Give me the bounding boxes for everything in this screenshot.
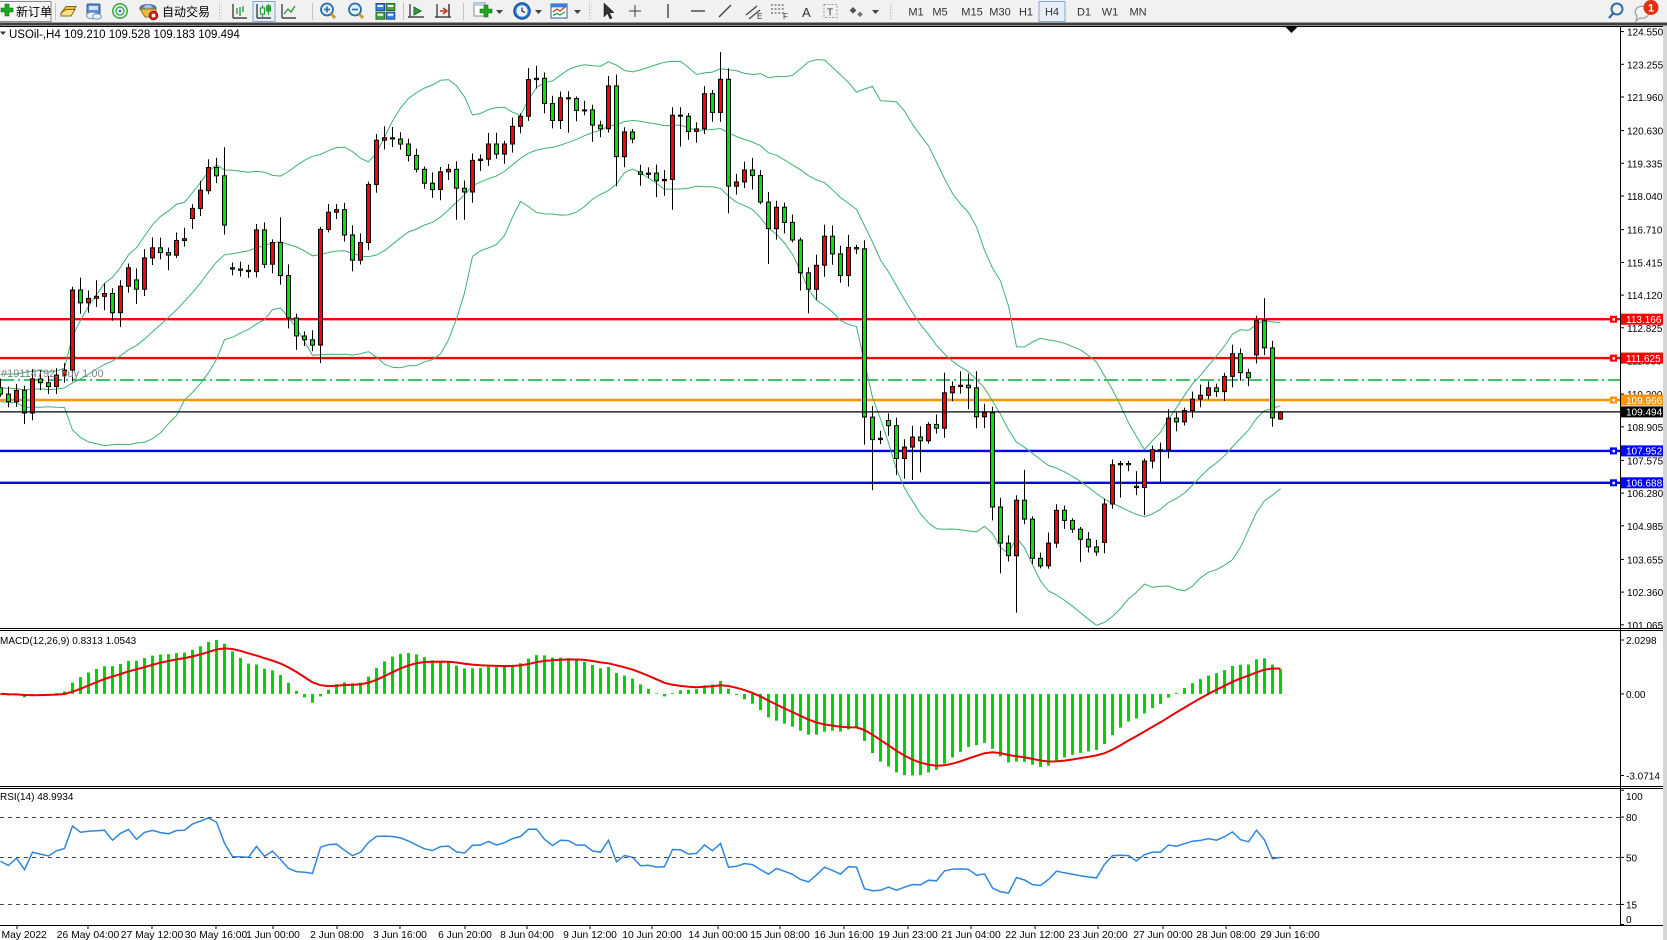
svg-text:M30: M30 [989, 7, 1010, 19]
svg-text:M1: M1 [908, 7, 923, 19]
svg-text:USOil-,H4 109.210 109.528 109: USOil-,H4 109.210 109.528 109.183 109.49… [9, 29, 240, 41]
svg-text:101.065: 101.065 [1627, 621, 1664, 632]
svg-text:8 Jun 04:00: 8 Jun 04:00 [500, 930, 554, 940]
svg-text:RSI(14) 48.9934: RSI(14) 48.9934 [0, 792, 74, 803]
svg-text:D1: D1 [1077, 7, 1091, 19]
svg-text:106.688: 106.688 [1626, 479, 1663, 490]
svg-text:119.335: 119.335 [1627, 159, 1663, 170]
svg-text:0.00: 0.00 [1626, 690, 1646, 701]
svg-text:3 Jun 16:00: 3 Jun 16:00 [373, 930, 427, 940]
svg-text:103.655: 103.655 [1627, 555, 1664, 566]
svg-text:-3.0714: -3.0714 [1626, 772, 1660, 783]
svg-text:111.625: 111.625 [1626, 354, 1661, 365]
svg-text:108.905: 108.905 [1627, 423, 1664, 434]
svg-text:25 May 2022: 25 May 2022 [0, 930, 47, 940]
svg-text:21 Jun 04:00: 21 Jun 04:00 [941, 930, 1001, 940]
svg-text:50: 50 [1626, 853, 1638, 864]
svg-text:#19114792, buy 1.00: #19114792, buy 1.00 [1, 368, 104, 380]
svg-text:A: A [802, 5, 811, 20]
svg-text:100: 100 [1626, 792, 1643, 803]
svg-text:109.966: 109.966 [1626, 396, 1663, 407]
svg-text:115.415: 115.415 [1627, 258, 1663, 269]
svg-text:107.952: 107.952 [1626, 447, 1663, 458]
svg-text:102.360: 102.360 [1627, 588, 1664, 599]
svg-text:W1: W1 [1102, 7, 1119, 19]
svg-text:M5: M5 [932, 7, 947, 19]
svg-text:80: 80 [1626, 813, 1638, 824]
svg-text:M15: M15 [961, 7, 982, 19]
svg-text:19 Jun 23:00: 19 Jun 23:00 [878, 930, 938, 940]
svg-text:1: 1 [1648, 3, 1654, 15]
svg-text:28 Jun 08:00: 28 Jun 08:00 [1196, 930, 1256, 940]
svg-text:118.040: 118.040 [1627, 192, 1663, 203]
svg-text:自动交易: 自动交易 [162, 4, 210, 19]
svg-text:H4: H4 [1045, 7, 1059, 19]
svg-text:107.575: 107.575 [1627, 456, 1664, 467]
svg-text:H1: H1 [1019, 7, 1033, 19]
svg-text:113.166: 113.166 [1626, 315, 1662, 326]
svg-text:0: 0 [1626, 915, 1632, 926]
svg-text:23 Jun 20:00: 23 Jun 20:00 [1068, 930, 1128, 940]
svg-text:F: F [783, 12, 788, 21]
svg-text:15: 15 [1626, 900, 1638, 911]
svg-text:123.255: 123.255 [1627, 60, 1664, 71]
svg-text:2 Jun 08:00: 2 Jun 08:00 [310, 930, 364, 940]
svg-text:15 Jun 08:00: 15 Jun 08:00 [750, 930, 810, 940]
svg-text:27 May 12:00: 27 May 12:00 [121, 930, 184, 940]
svg-text:14 Jun 00:00: 14 Jun 00:00 [688, 930, 748, 940]
svg-text:114.120: 114.120 [1627, 291, 1663, 302]
svg-text:10 Jun 20:00: 10 Jun 20:00 [622, 930, 682, 940]
svg-text:16 Jun 16:00: 16 Jun 16:00 [814, 930, 874, 940]
svg-text:27 Jun 00:00: 27 Jun 00:00 [1133, 930, 1193, 940]
svg-text:106.280: 106.280 [1627, 489, 1664, 500]
svg-text:30 May 16:00: 30 May 16:00 [185, 930, 248, 940]
svg-text:121.960: 121.960 [1627, 93, 1664, 104]
svg-text:2.0298: 2.0298 [1626, 636, 1657, 647]
svg-text:104.985: 104.985 [1627, 522, 1664, 533]
svg-text:9 Jun 12:00: 9 Jun 12:00 [563, 930, 617, 940]
svg-text:MACD(12,26,9) 0.8313 1.0543: MACD(12,26,9) 0.8313 1.0543 [0, 636, 137, 647]
svg-text:112.825: 112.825 [1627, 324, 1663, 335]
svg-text:1 Jun 00:00: 1 Jun 00:00 [246, 930, 300, 940]
svg-text:29 Jun 16:00: 29 Jun 16:00 [1260, 930, 1320, 940]
svg-text:MN: MN [1129, 7, 1146, 19]
svg-text:124.550: 124.550 [1627, 28, 1664, 39]
svg-text:22 Jun 12:00: 22 Jun 12:00 [1005, 930, 1065, 940]
svg-text:T: T [827, 8, 833, 19]
svg-text:新订单: 新订单 [16, 4, 52, 19]
svg-text:109.494: 109.494 [1626, 408, 1663, 419]
svg-text:6 Jun 20:00: 6 Jun 20:00 [438, 930, 492, 940]
svg-text:26 May 04:00: 26 May 04:00 [57, 930, 120, 940]
svg-text:E: E [757, 12, 762, 21]
svg-text:120.630: 120.630 [1627, 127, 1664, 138]
svg-text:116.710: 116.710 [1627, 226, 1663, 237]
